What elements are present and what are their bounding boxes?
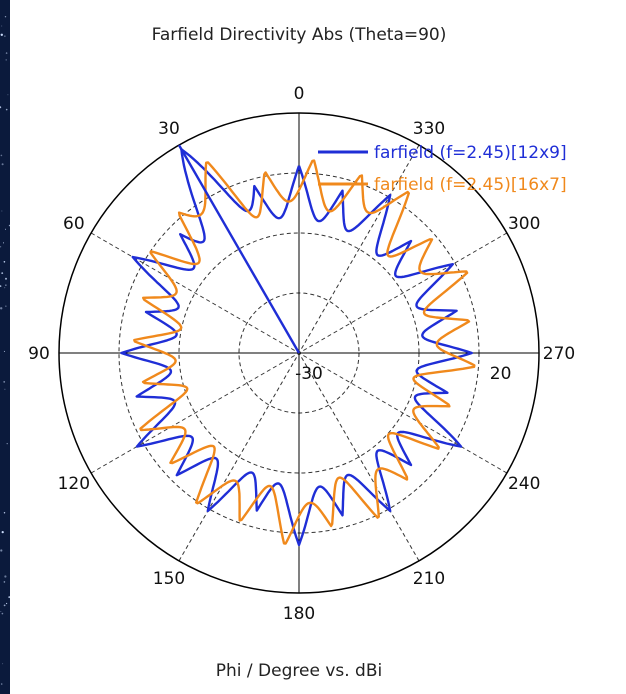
star [5, 305, 7, 307]
star [4, 287, 6, 289]
star [5, 284, 7, 286]
star [3, 381, 6, 383]
star [5, 228, 6, 230]
outer-ring [58, 112, 540, 594]
star [6, 602, 8, 605]
star [5, 108, 8, 111]
star [0, 106, 2, 109]
angle-tick-label: 270 [543, 344, 575, 364]
angle-tick-label: 90 [28, 344, 50, 364]
star [0, 611, 2, 612]
series-line [120, 148, 473, 547]
star [5, 59, 7, 61]
angle-tick-label: 0 [294, 84, 305, 104]
angle-tick-label: 60 [63, 214, 85, 234]
star [6, 443, 8, 445]
star [0, 549, 3, 552]
star [0, 683, 3, 685]
star [8, 596, 11, 599]
star [1, 612, 4, 615]
angle-tick-label: 180 [283, 604, 315, 624]
star [0, 285, 2, 287]
plot-panel: Farfield Directivity Abs (Theta=90) 0 30 6… [10, 0, 626, 694]
angle-tick-label: 330 [413, 119, 445, 139]
series-group [120, 144, 476, 547]
star [4, 575, 7, 578]
star [0, 307, 3, 310]
star [0, 33, 3, 36]
angle-tick-label: 150 [153, 569, 185, 589]
angle-tick-label: 30 [158, 119, 180, 139]
legend: farfield (f=2.45)[12x9] farfield (f=2.45)… [318, 143, 567, 195]
star [4, 35, 6, 37]
star [3, 581, 6, 583]
legend-label: farfield (f=2.45)[12x9] [374, 143, 567, 163]
legend-label: farfield (f=2.45)[16x7] [374, 175, 567, 195]
chart-title: Farfield Directivity Abs (Theta=90) [152, 25, 447, 45]
series-line [133, 159, 476, 545]
angle-tick-label: 210 [413, 569, 445, 589]
star [0, 246, 2, 248]
angle-tick-label: 240 [508, 474, 540, 494]
axis-label: Phi / Degree vs. dBi [216, 661, 382, 681]
star [4, 388, 6, 390]
star [4, 16, 7, 18]
star [5, 52, 8, 54]
star [3, 242, 4, 244]
star [1, 210, 3, 212]
star [1, 163, 4, 166]
star [2, 663, 4, 665]
polar-chart: Farfield Directivity Abs (Theta=90) 0 30 6… [28, 25, 575, 681]
star [5, 277, 7, 280]
radial-tick-label: 20 [490, 364, 512, 384]
star [3, 604, 6, 607]
star [1, 25, 3, 27]
star [0, 154, 3, 157]
star [3, 261, 6, 263]
angle-tick-label: 120 [58, 474, 90, 494]
star [3, 350, 5, 352]
angle-tick-label: 300 [508, 214, 540, 234]
star [1, 531, 4, 534]
star [1, 272, 4, 274]
star [3, 512, 6, 514]
tick-labels: 0 30 60 90 120 150 180 210 240 270 300 330 -30 20 [28, 84, 575, 624]
radial-tick-label: -30 [295, 364, 323, 384]
main-lobe-line [177, 144, 301, 354]
star [7, 94, 9, 96]
